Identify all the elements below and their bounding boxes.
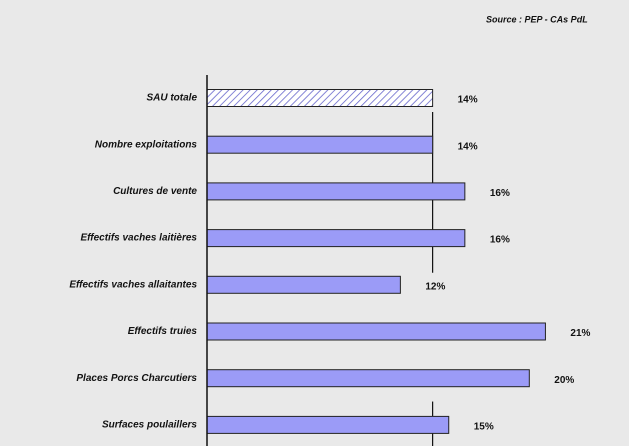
source-note: Source : PEP - CAs PdL bbox=[486, 14, 588, 24]
value-label: 16% bbox=[490, 235, 510, 246]
value-label: 21% bbox=[570, 328, 590, 339]
category-label: Cultures de vente bbox=[113, 186, 197, 197]
category-label: Effectifs truies bbox=[128, 326, 198, 337]
value-label: 15% bbox=[474, 422, 494, 433]
bar bbox=[206, 229, 466, 248]
value-label: 20% bbox=[554, 375, 574, 386]
category-label: SAU totale bbox=[146, 93, 197, 104]
category-label: Effectifs vaches allaitantes bbox=[69, 279, 197, 290]
bar bbox=[206, 322, 546, 341]
category-label: Effectifs vaches laitières bbox=[80, 233, 197, 244]
value-label: 14% bbox=[458, 95, 478, 106]
bar bbox=[206, 369, 530, 388]
category-label: Nombre exploitations bbox=[95, 139, 198, 150]
category-label: Places Porcs Charcutiers bbox=[76, 373, 197, 384]
bar bbox=[206, 275, 401, 294]
bar bbox=[206, 89, 434, 107]
bar bbox=[206, 415, 450, 434]
category-label: Surfaces poulaillers bbox=[102, 420, 197, 431]
bar bbox=[206, 135, 434, 154]
value-label: 14% bbox=[458, 141, 478, 152]
bar bbox=[206, 182, 466, 201]
value-label: 12% bbox=[425, 281, 445, 292]
value-label: 16% bbox=[490, 188, 510, 199]
